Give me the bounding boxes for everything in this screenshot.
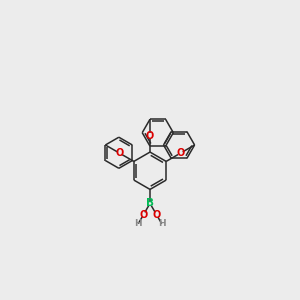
Text: H: H [158, 219, 166, 228]
Text: O: O [146, 131, 154, 141]
Text: O: O [176, 148, 184, 158]
Text: O: O [116, 148, 124, 158]
Text: O: O [152, 210, 161, 220]
Text: H: H [134, 219, 142, 228]
Text: O: O [139, 210, 148, 220]
Text: B: B [146, 198, 154, 208]
